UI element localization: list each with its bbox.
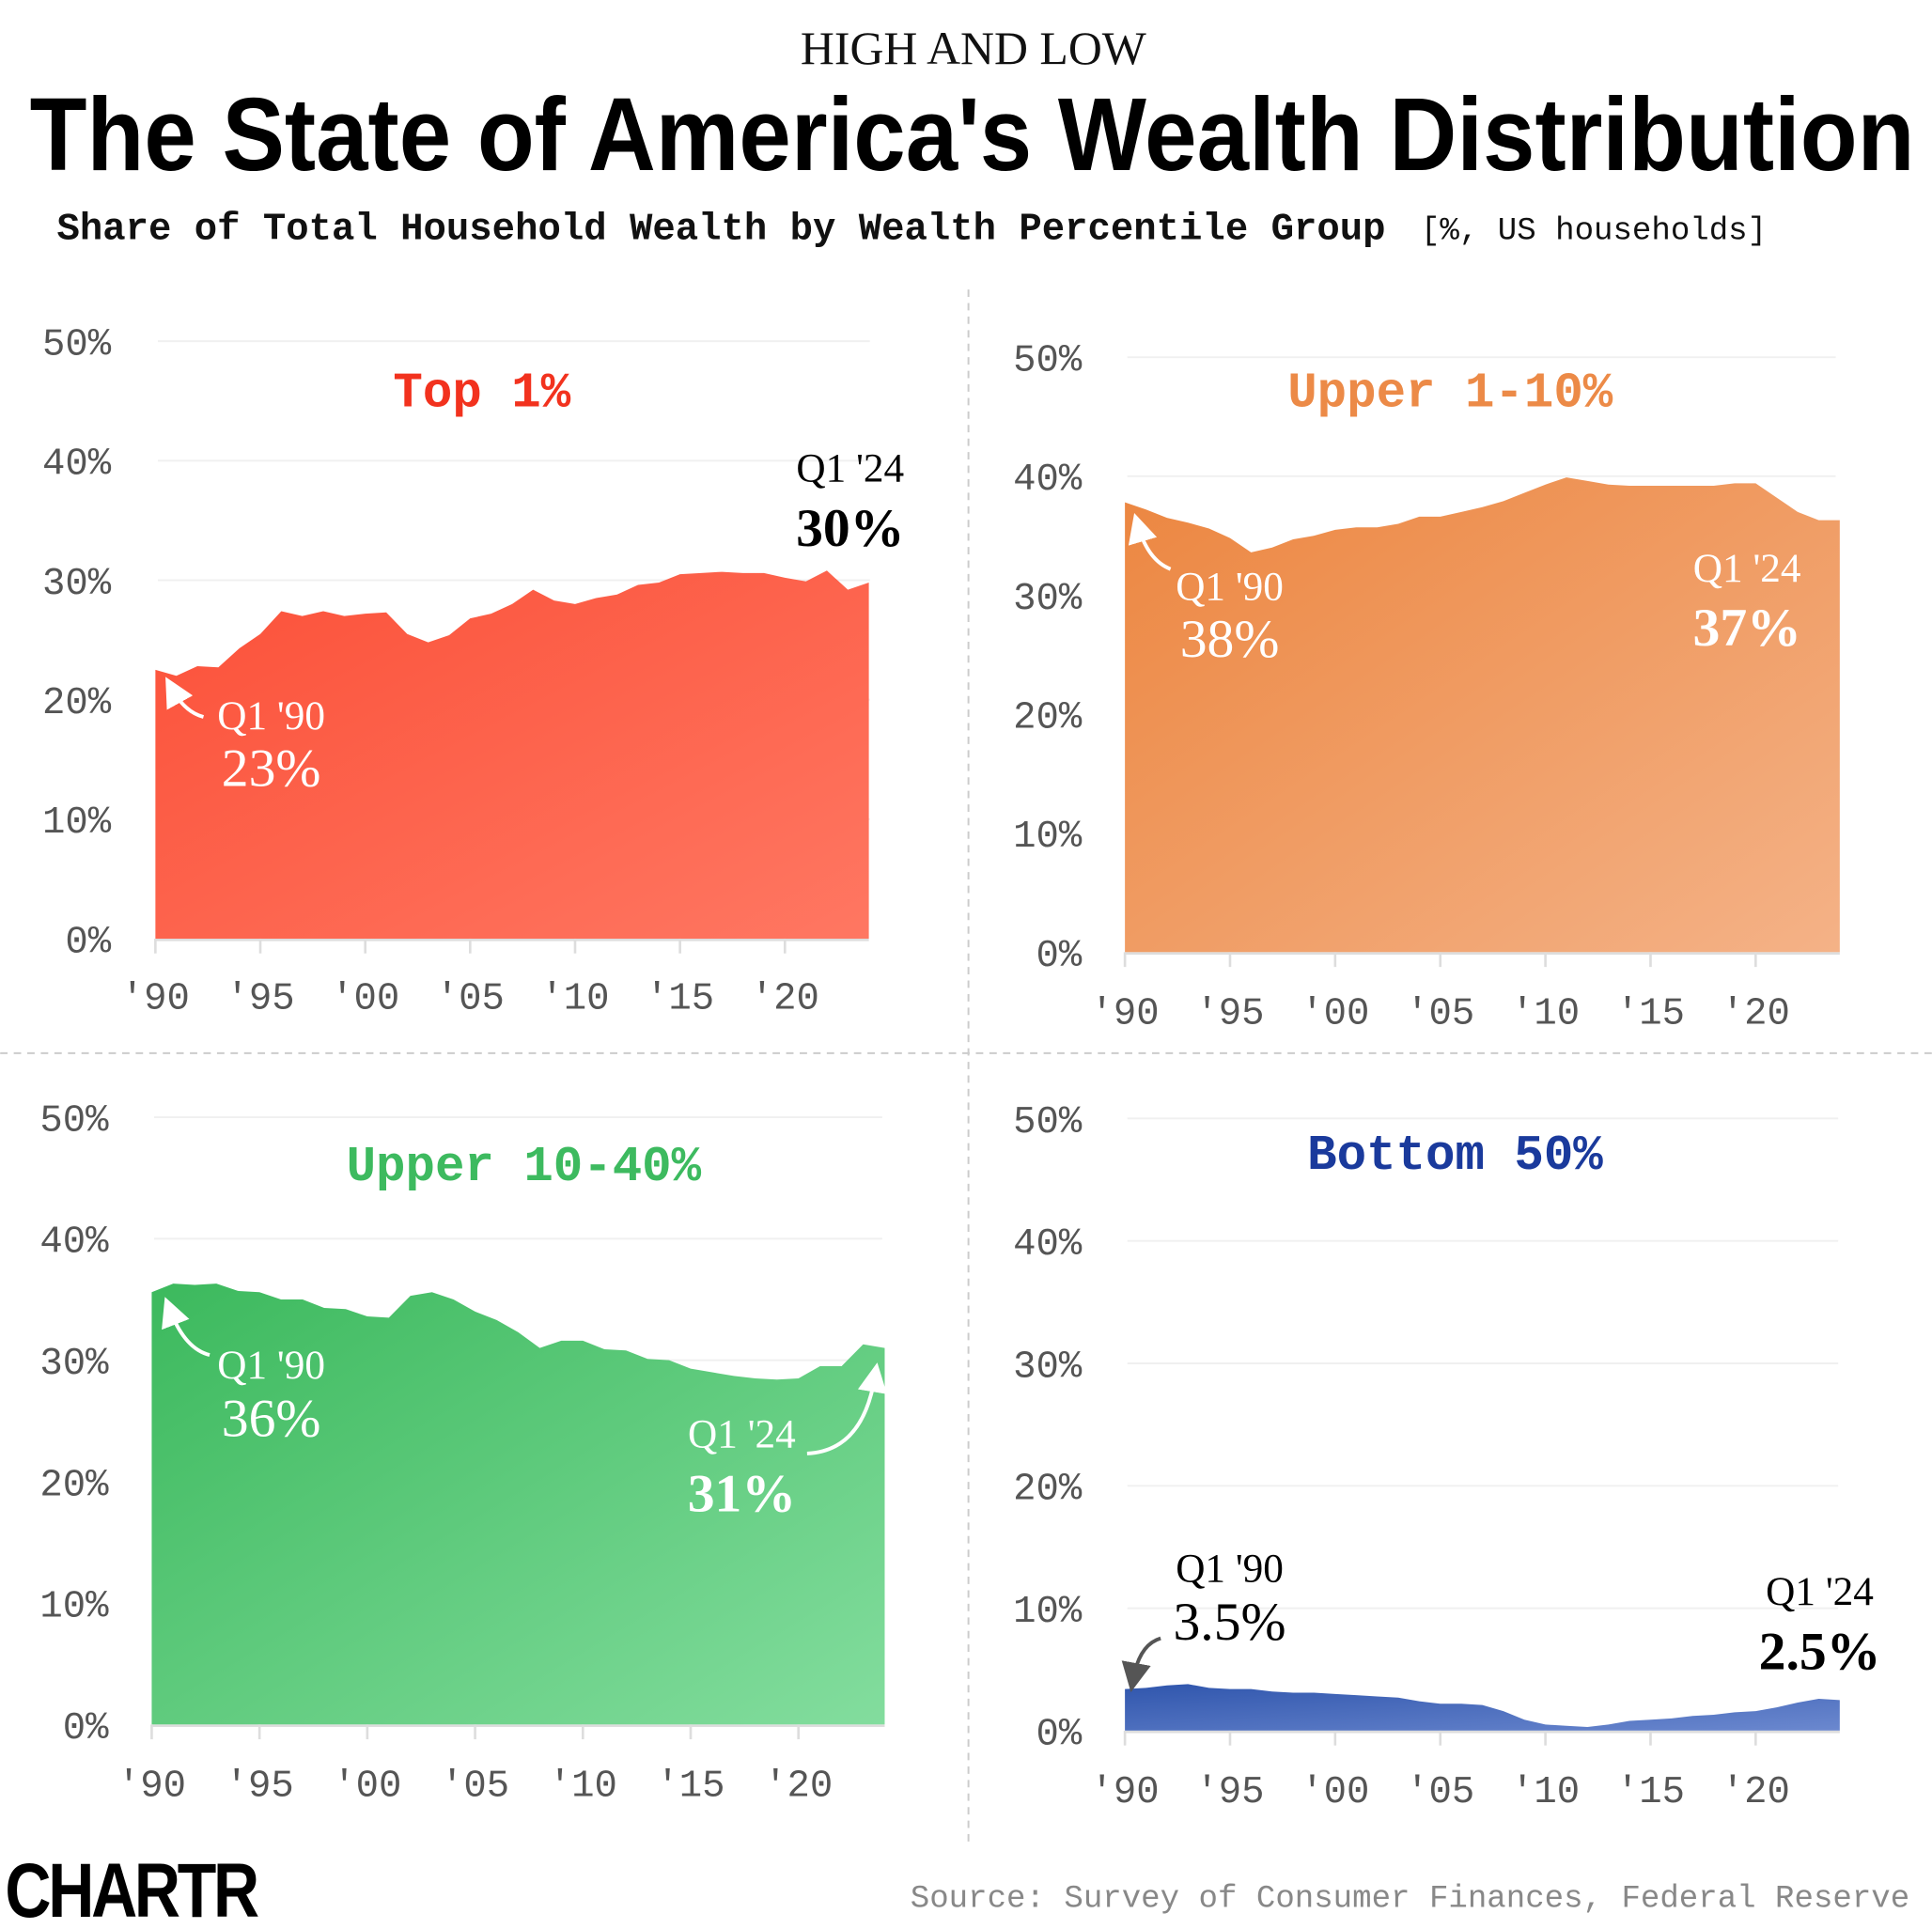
x-tick-label: '15	[646, 978, 714, 1021]
annotation-label: Q1 '24	[1693, 546, 1801, 591]
x-tick-label: '15	[656, 1765, 724, 1808]
x-tick-label: '20	[1722, 992, 1790, 1035]
x-tick-label: '05	[441, 1765, 509, 1808]
y-tick-label: 20%	[42, 682, 112, 725]
annotation-label: Q1 '24	[688, 1411, 796, 1456]
panel-upper-10-40-: 0% 10% 20% 30% 40% 50% '90 '95 '00 '05 '10 '15 '20 Up…	[39, 1099, 887, 1808]
x-tick-label: '00	[331, 978, 399, 1021]
y-tick-label: 50%	[1013, 340, 1083, 383]
y-tick-label: 50%	[1013, 1101, 1083, 1144]
annotation-arrow-icon	[162, 1297, 210, 1357]
panel-top-1-: 0% 10% 20% 30% 40% 50% '90 '95 '00 '05 '10 '15 '20 To…	[42, 324, 904, 1021]
annotation-label: Q1 '24	[796, 446, 904, 491]
x-tick-label: '95	[1195, 1771, 1264, 1814]
y-tick-label: 30%	[42, 563, 112, 606]
annotation-label: Q1 '90	[217, 1343, 325, 1388]
annotation-label: Q1 '90	[217, 693, 325, 739]
y-tick-label: 30%	[1013, 578, 1083, 621]
annotation-value: 37%	[1692, 599, 1800, 658]
annotation-label: Q1 '90	[1176, 1546, 1284, 1591]
panel-title: Top 1%	[393, 366, 570, 422]
y-tick-label: 40%	[39, 1221, 109, 1265]
x-tick-label: '15	[1616, 992, 1685, 1035]
annotation-arrow-icon	[1121, 1636, 1161, 1693]
y-tick-label: 0%	[63, 1707, 109, 1750]
x-tick-label: '10	[1511, 992, 1580, 1035]
subtitle-units: [%, US households]	[1421, 213, 1767, 249]
y-tick-label: 10%	[1013, 1591, 1083, 1634]
kicker: HIGH AND LOW	[801, 23, 1146, 74]
panel-title: Bottom 50%	[1307, 1128, 1603, 1184]
page-title: The State of America's Wealth Distributi…	[30, 77, 1915, 193]
area-series	[1125, 1684, 1840, 1731]
x-tick-label: '95	[1195, 992, 1264, 1035]
x-tick-label: '90	[1091, 992, 1160, 1035]
annotation-value: 3.5%	[1173, 1593, 1285, 1652]
y-tick-label: 40%	[1013, 459, 1083, 502]
area-series	[151, 1283, 885, 1725]
y-tick-label: 30%	[1013, 1346, 1083, 1389]
annotation-value: 23%	[222, 739, 321, 798]
y-tick-label: 20%	[1013, 1469, 1083, 1512]
annotation-value: 38%	[1180, 610, 1280, 669]
panel-title: Upper 10-40%	[347, 1139, 702, 1195]
x-tick-label: '15	[1616, 1771, 1685, 1814]
x-tick-label: '90	[121, 978, 190, 1021]
y-tick-label: 0%	[1036, 1713, 1082, 1756]
y-tick-label: 50%	[42, 324, 112, 367]
x-tick-label: '20	[764, 1765, 833, 1808]
subtitle: Share of Total Household Wealth by Wealt…	[56, 208, 1767, 251]
y-tick-label: 0%	[65, 921, 111, 964]
annotation-value: 31%	[688, 1465, 796, 1524]
subtitle-main: Share of Total Household Wealth by Wealt…	[56, 208, 1385, 251]
x-tick-label: '00	[1301, 992, 1369, 1035]
area-series	[1125, 477, 1840, 953]
x-tick-label: '10	[1511, 1771, 1580, 1814]
source-note: Source: Survey of Consumer Finances, Fed…	[911, 1881, 1909, 1917]
x-tick-label: '95	[226, 978, 294, 1021]
annotation-arrow-icon	[1128, 513, 1172, 571]
annotation-arrow-icon	[806, 1362, 887, 1455]
y-tick-label: 10%	[42, 801, 112, 845]
annotation-value: 36%	[222, 1390, 321, 1449]
annotation-value: 30%	[796, 499, 904, 558]
panel-title: Upper 1-10%	[1287, 366, 1613, 422]
chartr-logo: CHARTR	[5, 1848, 258, 1929]
x-tick-label: '90	[1091, 1771, 1160, 1814]
x-tick-label: '10	[540, 978, 609, 1021]
x-tick-label: '00	[1301, 1771, 1369, 1814]
annotation-arrow-icon	[165, 677, 205, 719]
x-tick-label: '90	[117, 1765, 186, 1808]
y-tick-label: 40%	[1013, 1223, 1083, 1267]
area-series	[155, 570, 869, 939]
y-tick-label: 10%	[1013, 816, 1083, 859]
panel-upper-1-10-: 0% 10% 20% 30% 40% 50% '90 '95 '00 '05 '10 '15 '20 Up…	[1013, 340, 1840, 1035]
x-tick-label: '20	[751, 978, 819, 1021]
x-tick-label: '10	[549, 1765, 617, 1808]
y-tick-label: 20%	[1013, 697, 1083, 740]
y-tick-label: 20%	[39, 1464, 109, 1507]
y-tick-label: 50%	[39, 1099, 109, 1143]
x-tick-label: '05	[1406, 1771, 1474, 1814]
x-tick-label: '95	[226, 1765, 294, 1808]
x-tick-label: '05	[1406, 992, 1474, 1035]
y-tick-label: 0%	[1036, 935, 1082, 978]
x-tick-label: '00	[333, 1765, 401, 1808]
y-tick-label: 10%	[39, 1586, 109, 1629]
annotation-label: Q1 '90	[1176, 564, 1284, 609]
annotation-label: Q1 '24	[1766, 1569, 1874, 1614]
panel-bottom-50-: 0% 10% 20% 30% 40% 50% '90 '95 '00 '05 '10 '15 '20 Bo…	[1013, 1101, 1880, 1814]
x-tick-label: '05	[436, 978, 505, 1021]
x-tick-label: '20	[1722, 1771, 1790, 1814]
y-tick-label: 30%	[39, 1343, 109, 1386]
annotation-value: 2.5%	[1759, 1622, 1881, 1681]
y-tick-label: 40%	[42, 443, 112, 487]
